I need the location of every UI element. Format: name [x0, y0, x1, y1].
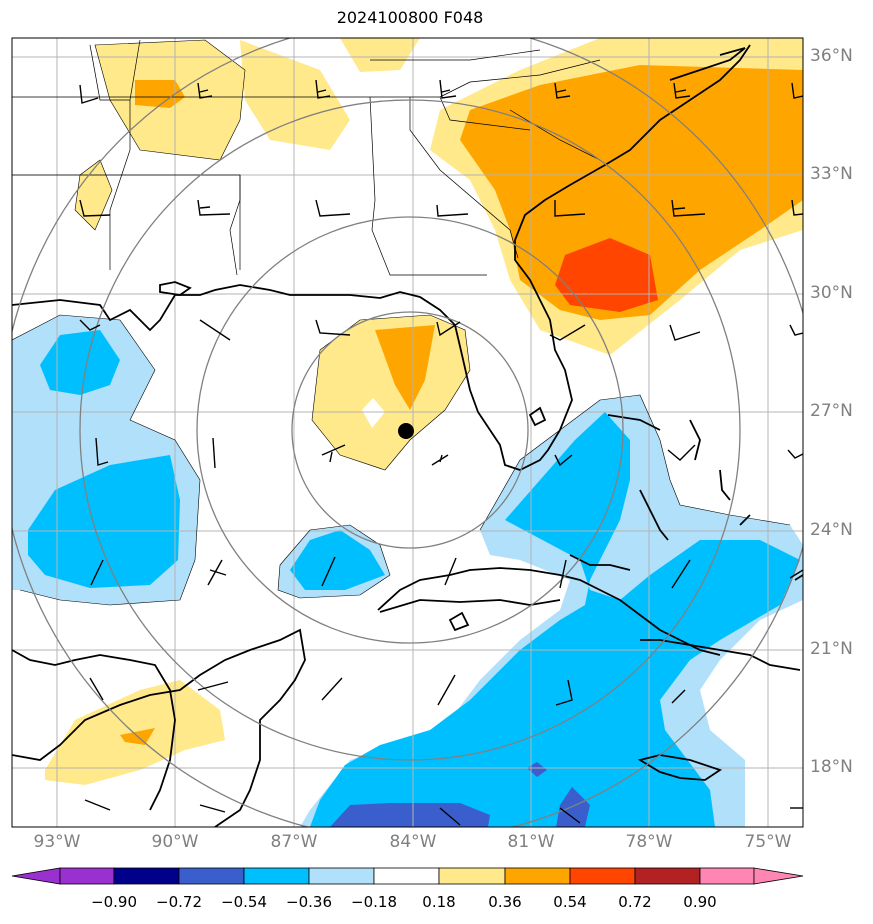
- colorbar-tick-label: 0.90: [683, 893, 717, 911]
- colorbar-tick-label: −0.36: [286, 893, 332, 911]
- lon-label: 90°W: [151, 832, 199, 852]
- colorbar-bin: [699, 867, 755, 885]
- colorbar-bin: [438, 867, 506, 885]
- map-frame: [11, 37, 804, 828]
- colorbar-tick-label: 0.72: [618, 893, 652, 911]
- colorbar-tick-label: 0.36: [488, 893, 522, 911]
- anomaly-fill-neg-0.54-0.72: [330, 762, 590, 827]
- colorbar-extend-low: [11, 867, 61, 885]
- colorbar-bin: [569, 867, 636, 885]
- colorbar-extend-high: [753, 867, 804, 885]
- anomaly-fill-neg-0.36-0.54: [28, 330, 800, 827]
- lat-label: 30°N: [810, 283, 853, 303]
- colorbar-bin: [178, 867, 245, 885]
- colorbar-tick-label: −0.72: [156, 893, 202, 911]
- colorbar-bin: [243, 867, 310, 885]
- lon-label: 87°W: [270, 832, 318, 852]
- colorbar-bin: [373, 867, 440, 885]
- colorbar-tick-label: −0.90: [91, 893, 137, 911]
- lat-label: 18°N: [810, 757, 853, 777]
- lat-label: 36°N: [810, 46, 853, 66]
- colorbar-tick-label: −0.54: [221, 893, 267, 911]
- lat-label: 24°N: [810, 520, 853, 540]
- map-title: 2024100800 F048: [336, 8, 484, 27]
- lat-label: 27°N: [810, 401, 853, 421]
- state-borders: [12, 39, 601, 276]
- graticule: [12, 38, 803, 827]
- lon-label: 81°W: [507, 832, 555, 852]
- colorbar-bin: [59, 867, 115, 885]
- lat-label: 21°N: [810, 639, 853, 659]
- colorbar-bin: [113, 867, 180, 885]
- lon-label: 78°W: [625, 832, 673, 852]
- lon-label: 84°W: [389, 832, 437, 852]
- lat-label: 33°N: [810, 164, 853, 184]
- coastline: [12, 44, 803, 827]
- colorbar-bin: [634, 867, 701, 885]
- colorbar-bin: [308, 867, 375, 885]
- colorbar-tick-label: 0.54: [553, 893, 587, 911]
- colorbar: [11, 867, 804, 885]
- colorbar-tick-label: −0.18: [351, 893, 397, 911]
- colorbar-tick-label: 0.18: [422, 893, 456, 911]
- colorbar-bin: [504, 867, 571, 885]
- range-rings: [12, 38, 803, 827]
- lon-label: 93°W: [33, 832, 81, 852]
- storm-center-marker: [398, 423, 414, 439]
- lon-label: 75°W: [744, 832, 792, 852]
- anomaly-contours: [12, 39, 791, 606]
- wind-barbs: [79, 79, 803, 826]
